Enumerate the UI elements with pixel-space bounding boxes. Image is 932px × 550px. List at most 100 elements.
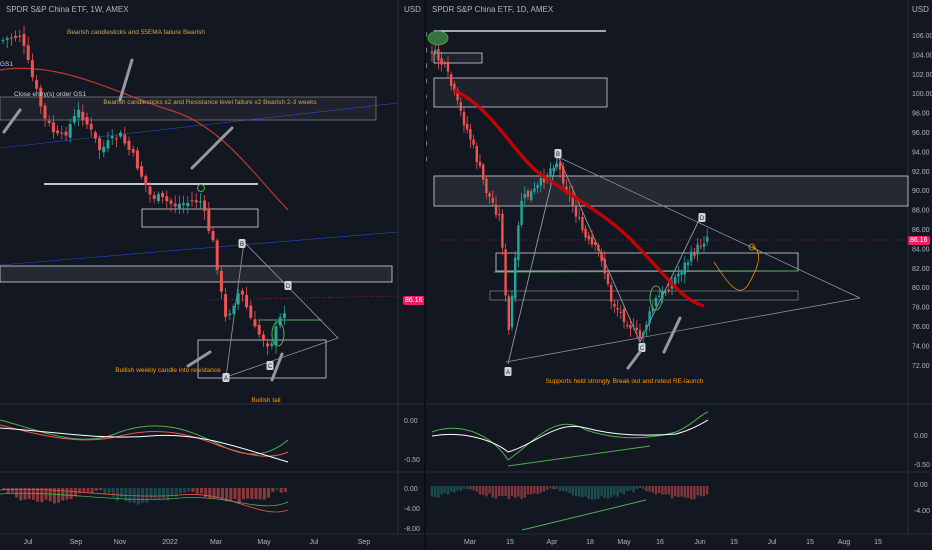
histogram-bar	[90, 488, 94, 494]
histogram-bar	[2, 488, 6, 491]
candle-body	[635, 327, 638, 331]
annotation-text: Bullish tail	[251, 397, 281, 404]
y-tick-label-right: 104.00	[912, 52, 932, 59]
candle-body	[552, 168, 555, 171]
currency-label-right: USD	[912, 5, 929, 14]
candle-body	[574, 206, 578, 217]
histogram-bar	[478, 486, 482, 495]
x-tick-label: 2022	[162, 539, 178, 546]
candle-body	[584, 228, 587, 238]
histogram-bar	[469, 486, 472, 490]
histogram-bar	[73, 488, 77, 497]
histogram-bar	[233, 488, 237, 500]
zone-box	[433, 77, 608, 108]
candle-body	[530, 191, 533, 200]
histogram-bar	[204, 488, 208, 497]
histogram-bar	[523, 486, 526, 498]
histogram-bar	[174, 488, 178, 497]
candle-body	[85, 117, 89, 125]
candle-body	[488, 193, 491, 197]
x-tick-label: Jul	[24, 539, 33, 546]
histogram-bar	[82, 488, 86, 492]
point-label: C	[268, 364, 273, 370]
projection-path	[713, 245, 759, 291]
candle-body	[645, 324, 648, 330]
histogram-bar	[69, 488, 73, 499]
candle-body	[642, 332, 645, 336]
candle-body	[680, 272, 683, 275]
histogram-bar	[539, 486, 542, 493]
x-tick-label: Mar	[210, 539, 223, 546]
x-tick-label: May	[257, 539, 271, 546]
histogram-bar	[696, 486, 699, 496]
histogram-bar	[187, 488, 191, 492]
y-tick-label-right: 72.00	[912, 363, 930, 370]
histogram-bar	[686, 486, 690, 499]
histogram-bar	[536, 486, 539, 494]
candle-body	[224, 294, 228, 317]
histogram-bar	[699, 486, 702, 497]
x-tick-label: 15	[506, 539, 514, 546]
highlight-ellipse	[271, 321, 285, 347]
candle-body	[177, 203, 181, 210]
candle-body	[35, 80, 39, 89]
histogram-bar	[606, 486, 610, 499]
histogram-bar	[702, 486, 706, 497]
point-label-box	[698, 213, 706, 222]
daily-chart-svg[interactable]: 132.00 128.00 124.00 120.00 116.00 112.00 108.…	[426, 0, 932, 550]
point-label: D	[286, 284, 291, 290]
histogram-bar	[642, 486, 645, 490]
histogram-bar	[440, 486, 443, 495]
candle-body	[93, 132, 97, 139]
histogram-bar	[10, 488, 14, 493]
histogram-bar	[178, 488, 182, 494]
weekly-chart-svg[interactable]: Bearish candlesticks and 55EMA failure B…	[0, 0, 426, 550]
histogram-bar	[446, 486, 450, 495]
point-label: D	[700, 216, 705, 222]
histogram-bar	[40, 488, 44, 503]
candle-body	[203, 200, 207, 211]
candle-body	[232, 305, 236, 315]
hist-tick-right: 0.00	[914, 482, 928, 489]
y-tick-label-left: 100.00	[426, 156, 428, 163]
pane-divider[interactable]	[424, 0, 426, 550]
candle-body	[507, 296, 510, 330]
y-tick-label-right: 80.00	[912, 285, 930, 292]
candle-body	[555, 163, 558, 168]
candle-body	[587, 235, 590, 240]
candle-body	[182, 203, 186, 205]
annotation-text: Bearish candlesticks x2 and Resistance l…	[103, 99, 317, 106]
histogram-bar	[542, 486, 546, 492]
histogram-bar	[107, 488, 111, 494]
daily-chart-pane[interactable]: SPDR S&P China ETF, 1D, AMEX USD USD 132…	[426, 0, 932, 550]
zone-box	[141, 208, 259, 228]
histogram-bar	[552, 486, 555, 490]
candle-body	[613, 303, 616, 307]
candle-body	[472, 139, 475, 145]
hist-tick: 0.00	[404, 486, 418, 493]
candle-body	[686, 262, 690, 266]
candle-body	[674, 277, 677, 284]
oscillator-line	[0, 424, 289, 457]
histogram-bar	[208, 488, 212, 499]
candle-body	[629, 324, 632, 329]
histogram-bar	[610, 486, 613, 497]
histogram-bar	[658, 486, 661, 494]
histogram-bar	[533, 486, 536, 494]
y-tick-label-right: 86.00	[912, 227, 930, 234]
candle-body	[211, 231, 215, 241]
candle-body	[702, 243, 706, 247]
candle-body	[123, 134, 127, 144]
histogram-bar	[94, 488, 98, 491]
candle-body	[443, 63, 446, 65]
weekly-chart-pane[interactable]: SPDR S&P China ETF, 1W, AMEX USD Bearish…	[0, 0, 426, 550]
histogram-bar	[195, 488, 199, 494]
highlight-ellipse	[649, 285, 663, 311]
candle-body	[504, 249, 507, 296]
x-tick-label: 15	[874, 539, 882, 546]
histogram-bar	[437, 486, 440, 498]
candle-body	[5, 38, 9, 40]
candle-body	[600, 253, 603, 262]
candle-body	[494, 204, 498, 215]
x-tick-label: 18	[586, 539, 594, 546]
